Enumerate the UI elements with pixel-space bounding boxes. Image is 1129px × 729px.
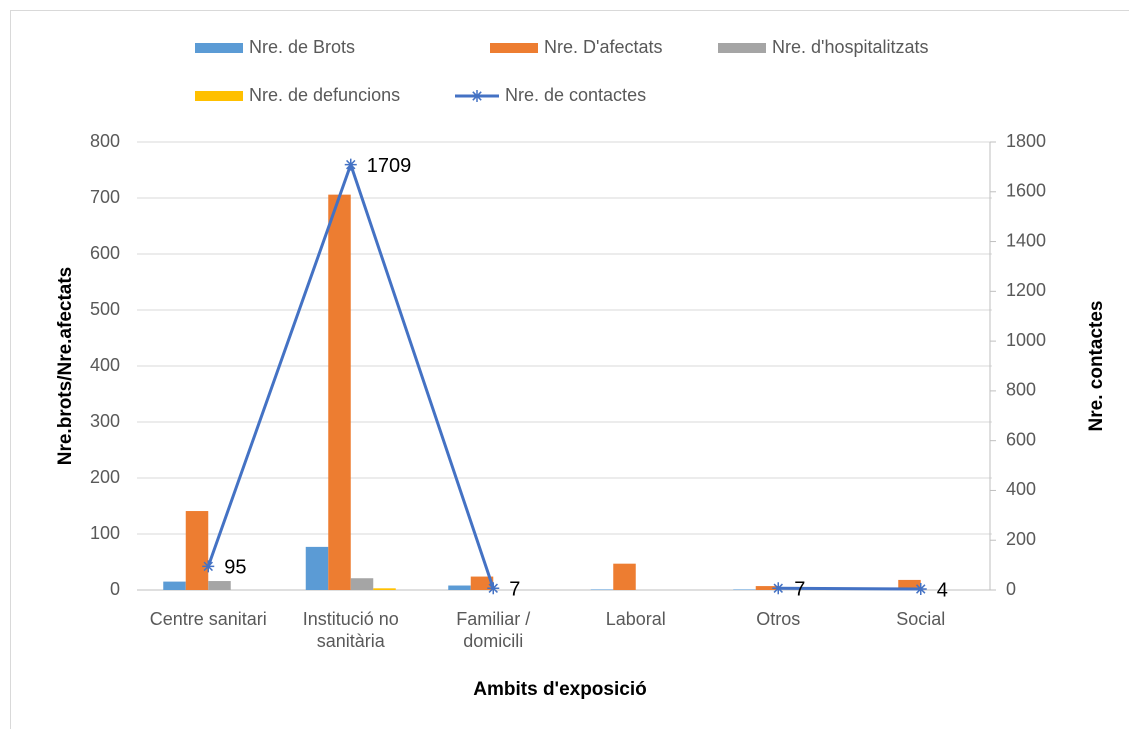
y2-tick-label: 1200 bbox=[1006, 280, 1046, 300]
line-marker bbox=[487, 582, 500, 595]
y2-axis-title: Nre. contactes bbox=[1086, 301, 1107, 432]
x-tick-label: Laboral bbox=[605, 609, 666, 629]
line-marker bbox=[202, 560, 215, 573]
y2-tick-label: 1600 bbox=[1006, 181, 1046, 201]
y2-tick-label: 200 bbox=[1006, 529, 1036, 549]
bar bbox=[733, 589, 756, 590]
bar bbox=[448, 585, 471, 590]
y-tick-label: 800 bbox=[90, 131, 120, 151]
marker-stroke bbox=[346, 159, 356, 170]
y-tick-label: 400 bbox=[90, 355, 120, 375]
bar bbox=[470, 576, 494, 590]
x-tick-label: Institució no sanitària bbox=[302, 609, 399, 651]
bar bbox=[373, 588, 396, 590]
legend-label: Nre. de defuncions bbox=[249, 85, 400, 105]
y-axis-title: Nre.brots/Nre.afectats bbox=[55, 267, 76, 466]
legend-key bbox=[490, 43, 538, 53]
chart-border bbox=[10, 10, 1129, 729]
y2-tick-label: 600 bbox=[1006, 429, 1036, 449]
data-label: 95 bbox=[224, 557, 246, 579]
data-label: 1709 bbox=[367, 155, 412, 177]
line-marker bbox=[772, 582, 785, 595]
bar bbox=[755, 586, 779, 590]
y2-tick-label: 800 bbox=[1006, 380, 1036, 400]
bar bbox=[305, 546, 329, 590]
marker-stroke bbox=[203, 561, 213, 572]
y-tick-label: 300 bbox=[90, 411, 120, 431]
data-label: 4 bbox=[937, 579, 948, 601]
x-tick-label: Social bbox=[896, 609, 946, 629]
bar bbox=[613, 563, 636, 590]
marker-stroke bbox=[472, 91, 482, 101]
y2-tick-label: 1800 bbox=[1006, 131, 1046, 151]
y2-tick-label: 400 bbox=[1006, 479, 1036, 499]
legend-label: Nre. de Brots bbox=[249, 37, 355, 57]
y2-tick-label: 0 bbox=[1006, 579, 1016, 599]
y2-tick-label: 1000 bbox=[1006, 330, 1046, 350]
y-tick-label: 200 bbox=[90, 467, 120, 487]
y-tick-label: 100 bbox=[90, 523, 120, 543]
x-tick-label: Otros bbox=[756, 609, 801, 629]
x-tick-label: Centre sanitari bbox=[149, 609, 267, 629]
marker-stroke bbox=[773, 583, 783, 593]
data-label: 7 bbox=[509, 579, 520, 601]
legend-marker bbox=[471, 90, 483, 102]
bar bbox=[163, 581, 186, 590]
legend-key bbox=[195, 91, 243, 101]
x-axis-title: Ambits d'exposició bbox=[473, 679, 646, 700]
legend-key bbox=[718, 43, 766, 53]
bar bbox=[185, 511, 209, 590]
line-marker bbox=[914, 583, 927, 596]
y-tick-label: 500 bbox=[90, 299, 120, 319]
x-tick-label: Familiar / domicili bbox=[456, 609, 531, 651]
bar bbox=[328, 194, 351, 590]
y2-tick-label: 1400 bbox=[1006, 230, 1046, 250]
legend-label: Nre. d'hospitalitzats bbox=[772, 37, 929, 57]
line bbox=[206, 160, 921, 591]
legend-label: Nre. de contactes bbox=[505, 85, 646, 105]
line-marker bbox=[344, 158, 357, 171]
data-label: 7 bbox=[794, 579, 805, 601]
y-tick-label: 700 bbox=[90, 187, 120, 207]
marker-stroke bbox=[916, 584, 926, 594]
bar bbox=[898, 579, 921, 590]
y-tick-label: 0 bbox=[110, 579, 120, 599]
bar bbox=[350, 578, 374, 590]
legend-label: Nre. D'afectats bbox=[544, 37, 662, 57]
marker-stroke bbox=[488, 583, 498, 593]
y-tick-label: 600 bbox=[90, 243, 120, 263]
legend-key bbox=[195, 43, 243, 53]
bar bbox=[208, 581, 231, 590]
bar bbox=[590, 589, 614, 590]
